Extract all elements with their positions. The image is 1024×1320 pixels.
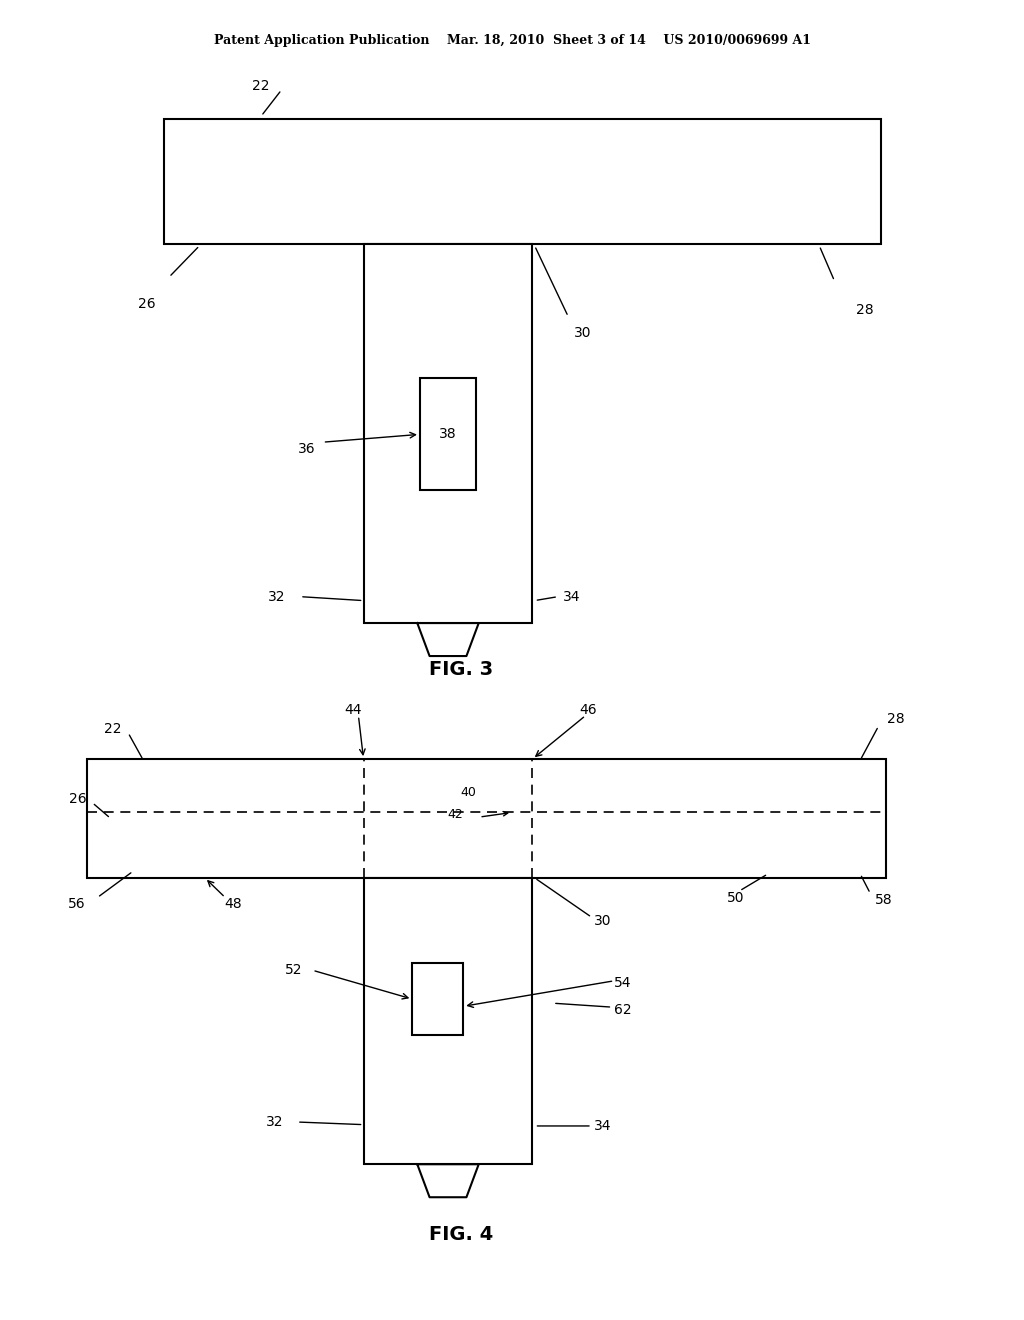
Bar [412,962,463,1035]
Text: 34: 34 [563,590,581,603]
Bar [420,379,476,491]
Text: 42: 42 [447,808,464,821]
Text: 52: 52 [285,964,302,977]
Bar [87,759,886,878]
Text: 54: 54 [614,977,632,990]
Text: Patent Application Publication    Mar. 18, 2010  Sheet 3 of 14    US 2010/006969: Patent Application Publication Mar. 18, … [213,34,811,48]
Text: 48: 48 [224,898,243,911]
Text: 62: 62 [614,1003,632,1016]
Text: 26: 26 [137,297,156,310]
Text: 30: 30 [594,915,611,928]
Bar [164,119,881,244]
Text: 26: 26 [70,792,87,805]
Text: 36: 36 [298,442,316,455]
Text: 38: 38 [439,428,457,441]
Text: 34: 34 [594,1119,611,1133]
Text: 22: 22 [252,79,270,92]
Text: FIG. 3: FIG. 3 [429,660,493,678]
Text: 28: 28 [887,713,905,726]
Text: 46: 46 [579,704,597,717]
Text: 40: 40 [460,785,476,799]
Text: 32: 32 [267,590,286,603]
Text: 32: 32 [265,1115,284,1129]
Text: 30: 30 [573,326,591,339]
Text: 58: 58 [874,894,893,907]
Bar [364,244,532,623]
Text: 44: 44 [344,704,362,717]
Text: 50: 50 [726,891,744,904]
Text: 56: 56 [68,898,86,911]
Text: FIG. 4: FIG. 4 [429,1225,493,1243]
Text: 22: 22 [103,722,122,735]
Text: 28: 28 [856,304,874,317]
Bar [364,878,532,1164]
